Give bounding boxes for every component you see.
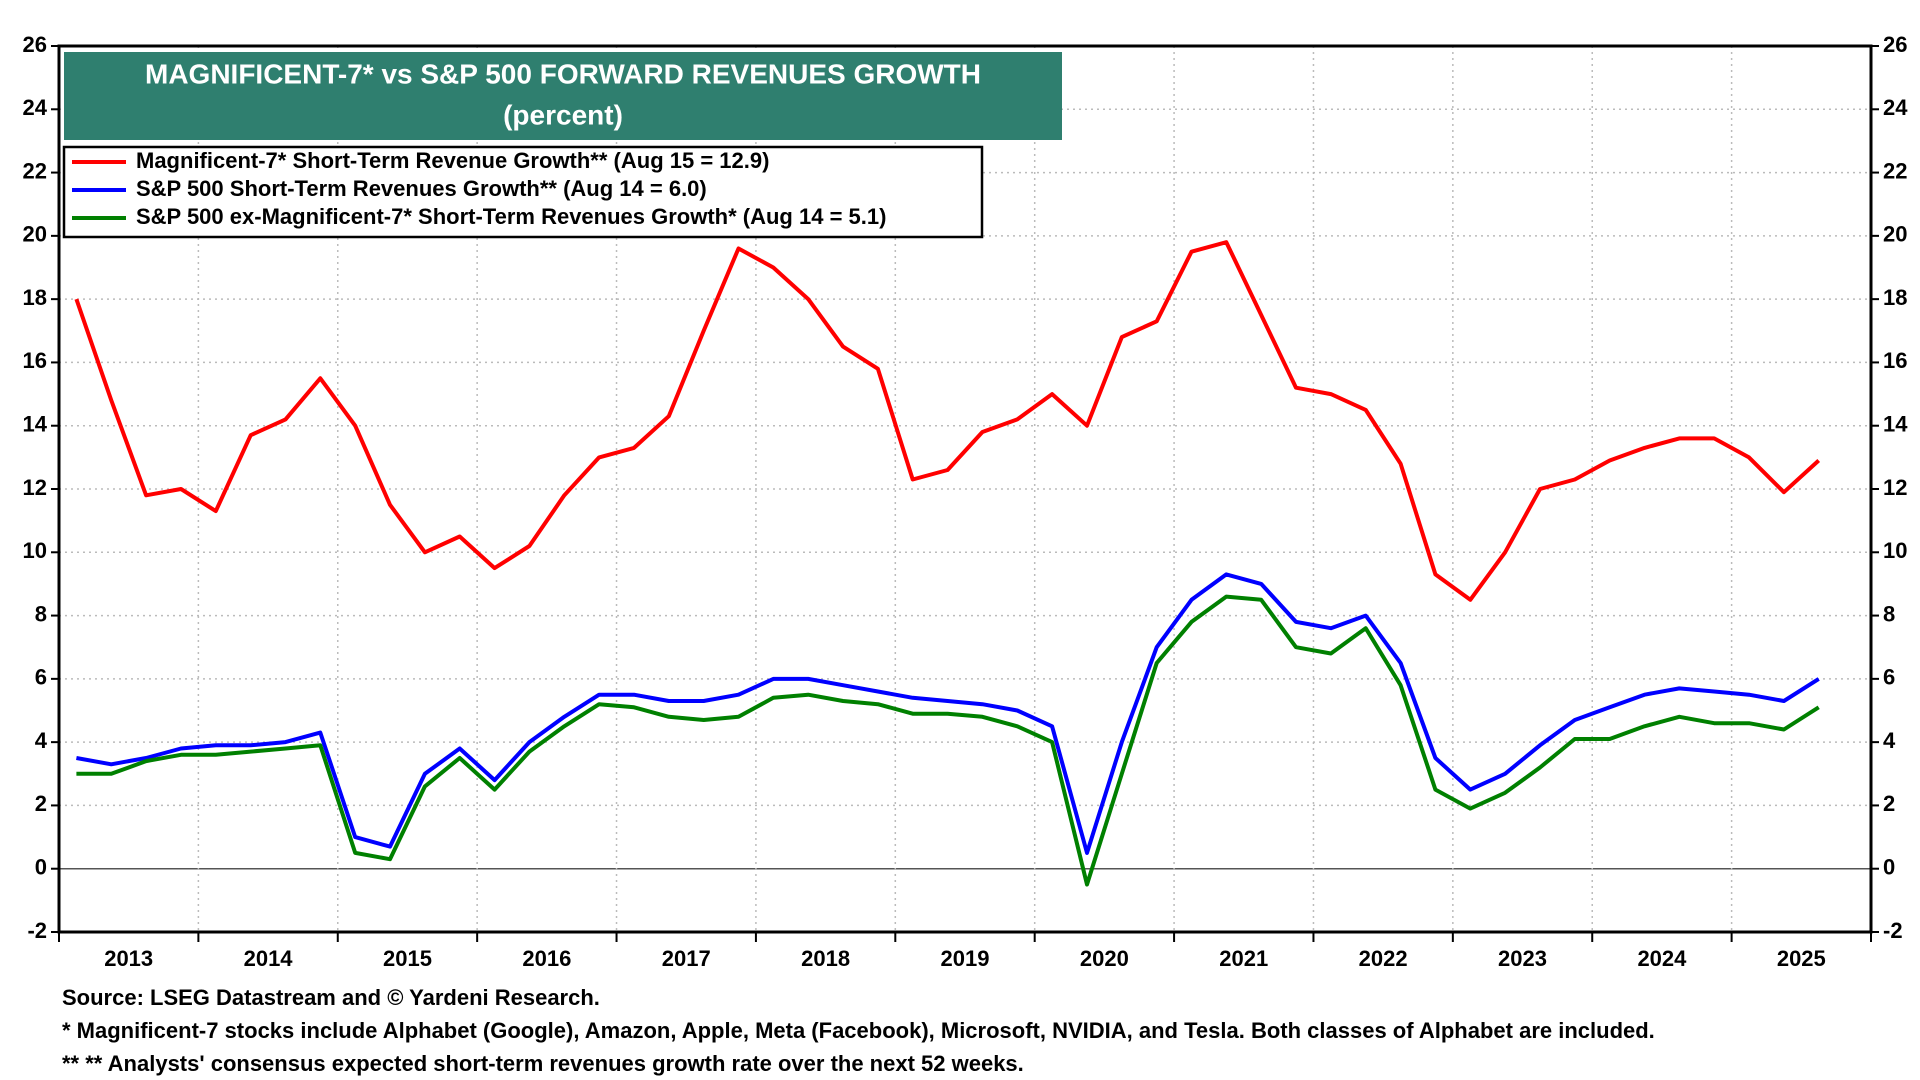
- footnote: Source: LSEG Datastream and © Yardeni Re…: [62, 985, 600, 1010]
- x-tick-label: 2016: [522, 946, 571, 971]
- notes: Source: LSEG Datastream and © Yardeni Re…: [62, 985, 1655, 1076]
- chart-subtitle: (percent): [503, 99, 623, 130]
- series-line: [76, 594, 1820, 887]
- footnote: ** ** Analysts' consensus expected short…: [62, 1051, 1024, 1076]
- chart-title: MAGNIFICENT-7* vs S&P 500 FORWARD REVENU…: [145, 58, 981, 89]
- footnote: * Magnificent-7 stocks include Alphabet …: [62, 1018, 1655, 1043]
- y2-tick-label: -2: [1883, 918, 1903, 943]
- y2-tick-label: 24: [1883, 95, 1908, 120]
- legend-label: S&P 500 ex-Magnificent-7* Short-Term Rev…: [136, 204, 886, 229]
- y-tick-label: 2: [35, 791, 47, 816]
- y2-tick-label: 2: [1883, 791, 1895, 816]
- x-tick-label: 2021: [1219, 946, 1268, 971]
- y-tick-label: 18: [23, 285, 47, 310]
- legend: Magnificent-7* Short-Term Revenue Growth…: [62, 145, 984, 239]
- x-tick-label: 2018: [801, 946, 850, 971]
- y-tick-label: 14: [23, 412, 48, 437]
- y-tick-label: 22: [23, 158, 47, 183]
- x-tick-label: 2017: [662, 946, 711, 971]
- legend-box: [62, 145, 984, 239]
- y2-tick-label: 8: [1883, 601, 1895, 626]
- y-tick-label: 16: [23, 348, 47, 373]
- y2-tick-label: 22: [1883, 158, 1907, 183]
- y-tick-label: 8: [35, 601, 47, 626]
- x-tick-label: 2024: [1637, 946, 1687, 971]
- title-box: [64, 52, 1062, 140]
- y-tick-label: 20: [23, 222, 47, 247]
- x-tick-label: 2023: [1498, 946, 1547, 971]
- series-line: [76, 572, 1820, 855]
- x-tick-label: 2015: [383, 946, 432, 971]
- y-tick-label: 12: [23, 475, 47, 500]
- y2-tick-label: 6: [1883, 665, 1895, 690]
- y2-tick-label: 14: [1883, 412, 1908, 437]
- y-tick-label: 6: [35, 665, 47, 690]
- y-tick-label: -2: [27, 918, 47, 943]
- y-tick-label: 4: [35, 728, 48, 753]
- y-tick-label: 0: [35, 855, 47, 880]
- x-tick-label: 2025: [1777, 946, 1826, 971]
- y2-tick-label: 10: [1883, 538, 1907, 563]
- x-tick-label: 2019: [941, 946, 990, 971]
- plot-frame: [57, 44, 1873, 934]
- y2-tick-label: 20: [1883, 222, 1907, 247]
- legend-label: Magnificent-7* Short-Term Revenue Growth…: [136, 148, 769, 173]
- y2-tick-label: 0: [1883, 855, 1895, 880]
- x-tick-label: 2014: [244, 946, 294, 971]
- y2-tick-label: 16: [1883, 348, 1907, 373]
- y2-tick-label: 12: [1883, 475, 1907, 500]
- x-tick-label: 2022: [1359, 946, 1408, 971]
- y2-tick-label: 26: [1883, 32, 1907, 57]
- x-tick-label: 2013: [104, 946, 153, 971]
- y2-tick-label: 18: [1883, 285, 1907, 310]
- series-line: [74, 240, 1821, 602]
- y-tick-label: 26: [23, 32, 47, 57]
- x-tick-label: 2020: [1080, 946, 1129, 971]
- lines: [74, 240, 1821, 887]
- legend-label: S&P 500 Short-Term Revenues Growth** (Au…: [136, 176, 707, 201]
- y2-tick-label: 4: [1883, 728, 1896, 753]
- y-tick-label: 24: [23, 95, 48, 120]
- y-tick-label: 10: [23, 538, 47, 563]
